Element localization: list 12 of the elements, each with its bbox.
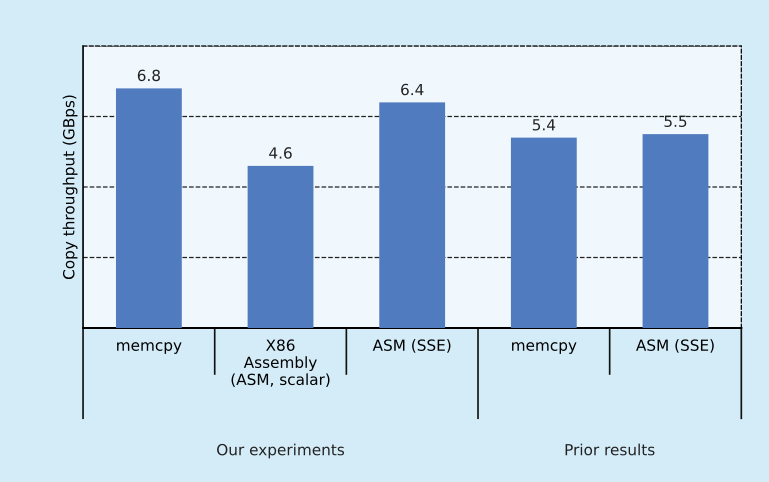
text: Our experiments <box>217 444 344 458</box>
data-label: 4.6 <box>269 147 292 159</box>
data-label: 6.8 <box>138 70 160 82</box>
data-label: 6.4 <box>401 84 424 96</box>
x-tick-label: ASM (SSE) <box>636 339 714 353</box>
y-axis-title: Copy throughput (GBps) <box>62 95 78 280</box>
x-tick-label: memcpy <box>117 342 182 354</box>
x-tick-label: X86 Assembly (ASM, scalar) <box>232 339 330 387</box>
data-label: 5.4 <box>532 119 556 131</box>
text: Prior results <box>566 444 654 456</box>
x-tick-label: memcpy <box>512 342 577 354</box>
x-tick-label: ASM (SSE) <box>372 339 450 353</box>
